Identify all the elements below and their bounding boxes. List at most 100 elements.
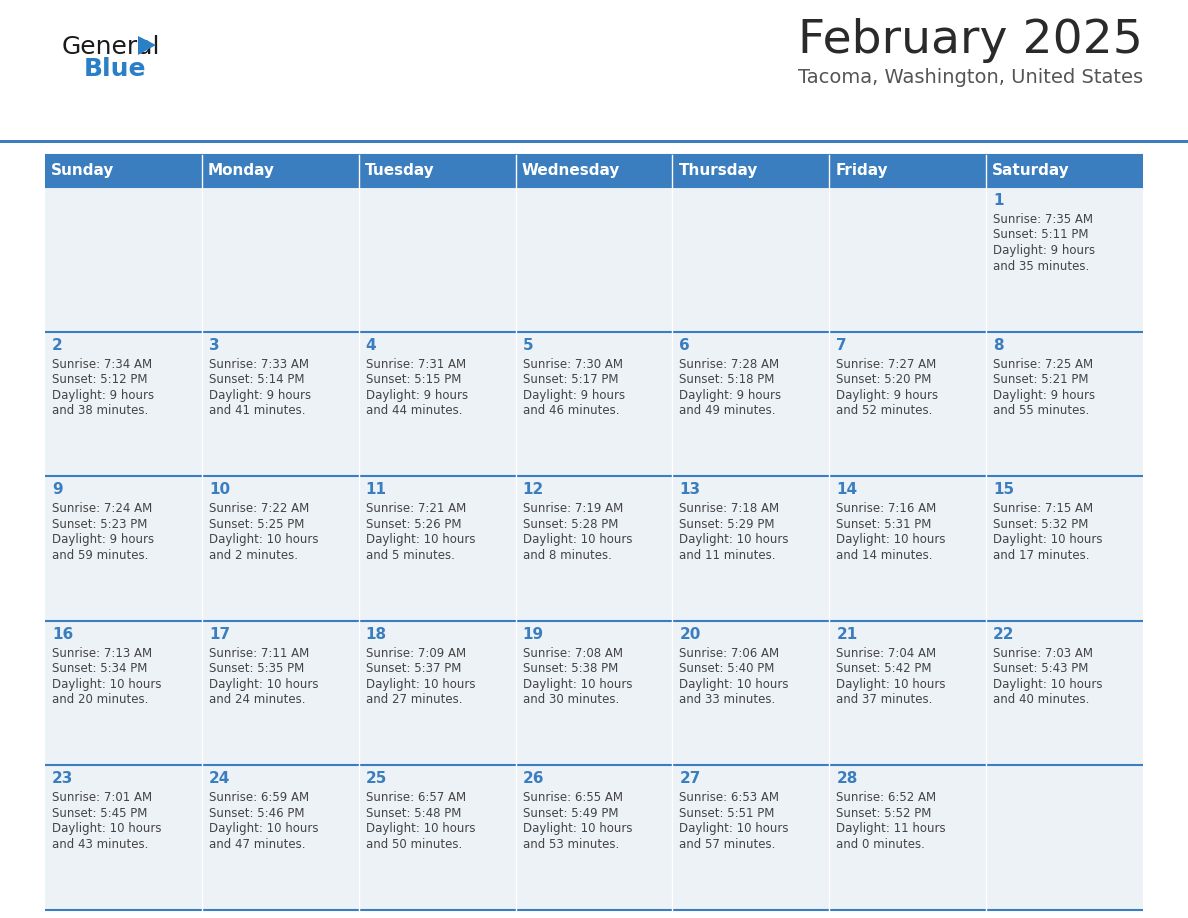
Text: Daylight: 9 hours: Daylight: 9 hours [209,388,311,401]
Text: Sunrise: 7:31 AM: Sunrise: 7:31 AM [366,358,466,371]
Text: and 52 minutes.: and 52 minutes. [836,404,933,417]
Bar [986,331,1143,476]
Polygon shape [138,36,156,55]
Text: 23: 23 [52,771,74,787]
Text: Daylight: 10 hours: Daylight: 10 hours [209,533,318,546]
Text: 28: 28 [836,771,858,787]
Bar [672,476,829,621]
Bar [202,155,359,187]
Text: Sunset: 5:48 PM: Sunset: 5:48 PM [366,807,461,820]
Text: and 38 minutes.: and 38 minutes. [52,404,148,417]
Text: Blue: Blue [84,57,146,81]
Text: 16: 16 [52,627,74,642]
Text: Daylight: 10 hours: Daylight: 10 hours [523,823,632,835]
Bar [829,155,986,187]
Text: and 11 minutes.: and 11 minutes. [680,549,776,562]
Bar [516,187,672,331]
Text: Thursday: Thursday [678,163,758,178]
Text: and 35 minutes.: and 35 minutes. [993,260,1089,273]
Text: Sunset: 5:20 PM: Sunset: 5:20 PM [836,373,931,386]
Text: Daylight: 9 hours: Daylight: 9 hours [366,388,468,401]
Text: Daylight: 10 hours: Daylight: 10 hours [209,823,318,835]
Bar [359,476,516,621]
Text: Daylight: 10 hours: Daylight: 10 hours [523,677,632,691]
Text: 4: 4 [366,338,377,353]
Text: and 8 minutes.: and 8 minutes. [523,549,612,562]
Text: Sunset: 5:46 PM: Sunset: 5:46 PM [209,807,304,820]
Text: and 40 minutes.: and 40 minutes. [993,693,1089,706]
Text: and 46 minutes.: and 46 minutes. [523,404,619,417]
Text: Sunset: 5:32 PM: Sunset: 5:32 PM [993,518,1088,531]
Text: Sunrise: 7:25 AM: Sunrise: 7:25 AM [993,358,1093,371]
Bar [986,476,1143,621]
Bar [45,476,202,621]
Text: and 50 minutes.: and 50 minutes. [366,838,462,851]
Text: Sunrise: 6:57 AM: Sunrise: 6:57 AM [366,791,466,804]
Text: Sunrise: 7:35 AM: Sunrise: 7:35 AM [993,213,1093,226]
Bar [986,766,1143,910]
Text: and 37 minutes.: and 37 minutes. [836,693,933,706]
Text: and 41 minutes.: and 41 minutes. [209,404,305,417]
Text: Sunrise: 7:13 AM: Sunrise: 7:13 AM [52,647,152,660]
Bar [672,766,829,910]
Text: Daylight: 9 hours: Daylight: 9 hours [52,533,154,546]
Text: 9: 9 [52,482,63,498]
Text: Sunrise: 6:59 AM: Sunrise: 6:59 AM [209,791,309,804]
Bar [202,621,359,766]
Text: Sunset: 5:45 PM: Sunset: 5:45 PM [52,807,147,820]
Text: Sunset: 5:11 PM: Sunset: 5:11 PM [993,229,1088,241]
Text: Sunrise: 7:04 AM: Sunrise: 7:04 AM [836,647,936,660]
Text: 3: 3 [209,338,220,353]
Bar [202,766,359,910]
Text: Sunrise: 7:03 AM: Sunrise: 7:03 AM [993,647,1093,660]
Text: Sunset: 5:35 PM: Sunset: 5:35 PM [209,662,304,676]
Bar [986,187,1143,331]
Bar [672,155,829,187]
Text: Sunrise: 7:33 AM: Sunrise: 7:33 AM [209,358,309,371]
Bar [45,621,202,766]
Text: Sunset: 5:17 PM: Sunset: 5:17 PM [523,373,618,386]
Bar [986,155,1143,187]
Text: Friday: Friday [835,163,887,178]
Text: Daylight: 10 hours: Daylight: 10 hours [366,533,475,546]
Text: Sunset: 5:23 PM: Sunset: 5:23 PM [52,518,147,531]
Text: Sunset: 5:43 PM: Sunset: 5:43 PM [993,662,1088,676]
Bar [672,331,829,476]
Text: Sunset: 5:26 PM: Sunset: 5:26 PM [366,518,461,531]
Text: Sunset: 5:21 PM: Sunset: 5:21 PM [993,373,1088,386]
Text: 24: 24 [209,771,230,787]
Bar [45,155,202,187]
Text: Sunrise: 7:24 AM: Sunrise: 7:24 AM [52,502,152,515]
Text: Daylight: 10 hours: Daylight: 10 hours [680,823,789,835]
Text: Sunrise: 6:53 AM: Sunrise: 6:53 AM [680,791,779,804]
Text: Sunrise: 7:30 AM: Sunrise: 7:30 AM [523,358,623,371]
Text: 13: 13 [680,482,701,498]
Text: Daylight: 9 hours: Daylight: 9 hours [836,388,939,401]
Text: Sunrise: 7:27 AM: Sunrise: 7:27 AM [836,358,936,371]
Text: Daylight: 9 hours: Daylight: 9 hours [52,388,154,401]
Text: Daylight: 10 hours: Daylight: 10 hours [366,823,475,835]
Text: Daylight: 10 hours: Daylight: 10 hours [680,533,789,546]
Text: Daylight: 9 hours: Daylight: 9 hours [993,388,1095,401]
Text: Tuesday: Tuesday [365,163,435,178]
Text: Daylight: 10 hours: Daylight: 10 hours [366,677,475,691]
Text: and 20 minutes.: and 20 minutes. [52,693,148,706]
Text: Sunday: Sunday [51,163,114,178]
Bar [359,155,516,187]
Text: February 2025: February 2025 [798,18,1143,63]
Bar [202,187,359,331]
Text: Sunrise: 7:06 AM: Sunrise: 7:06 AM [680,647,779,660]
Text: 19: 19 [523,627,544,642]
Text: and 24 minutes.: and 24 minutes. [209,693,305,706]
Text: General: General [62,35,160,59]
Text: 10: 10 [209,482,230,498]
Bar [202,331,359,476]
Text: and 57 minutes.: and 57 minutes. [680,838,776,851]
Bar [516,331,672,476]
Text: and 43 minutes.: and 43 minutes. [52,838,148,851]
Text: Sunrise: 7:16 AM: Sunrise: 7:16 AM [836,502,936,515]
Text: 2: 2 [52,338,63,353]
Bar [672,187,829,331]
Text: 6: 6 [680,338,690,353]
Text: 1: 1 [993,193,1004,208]
